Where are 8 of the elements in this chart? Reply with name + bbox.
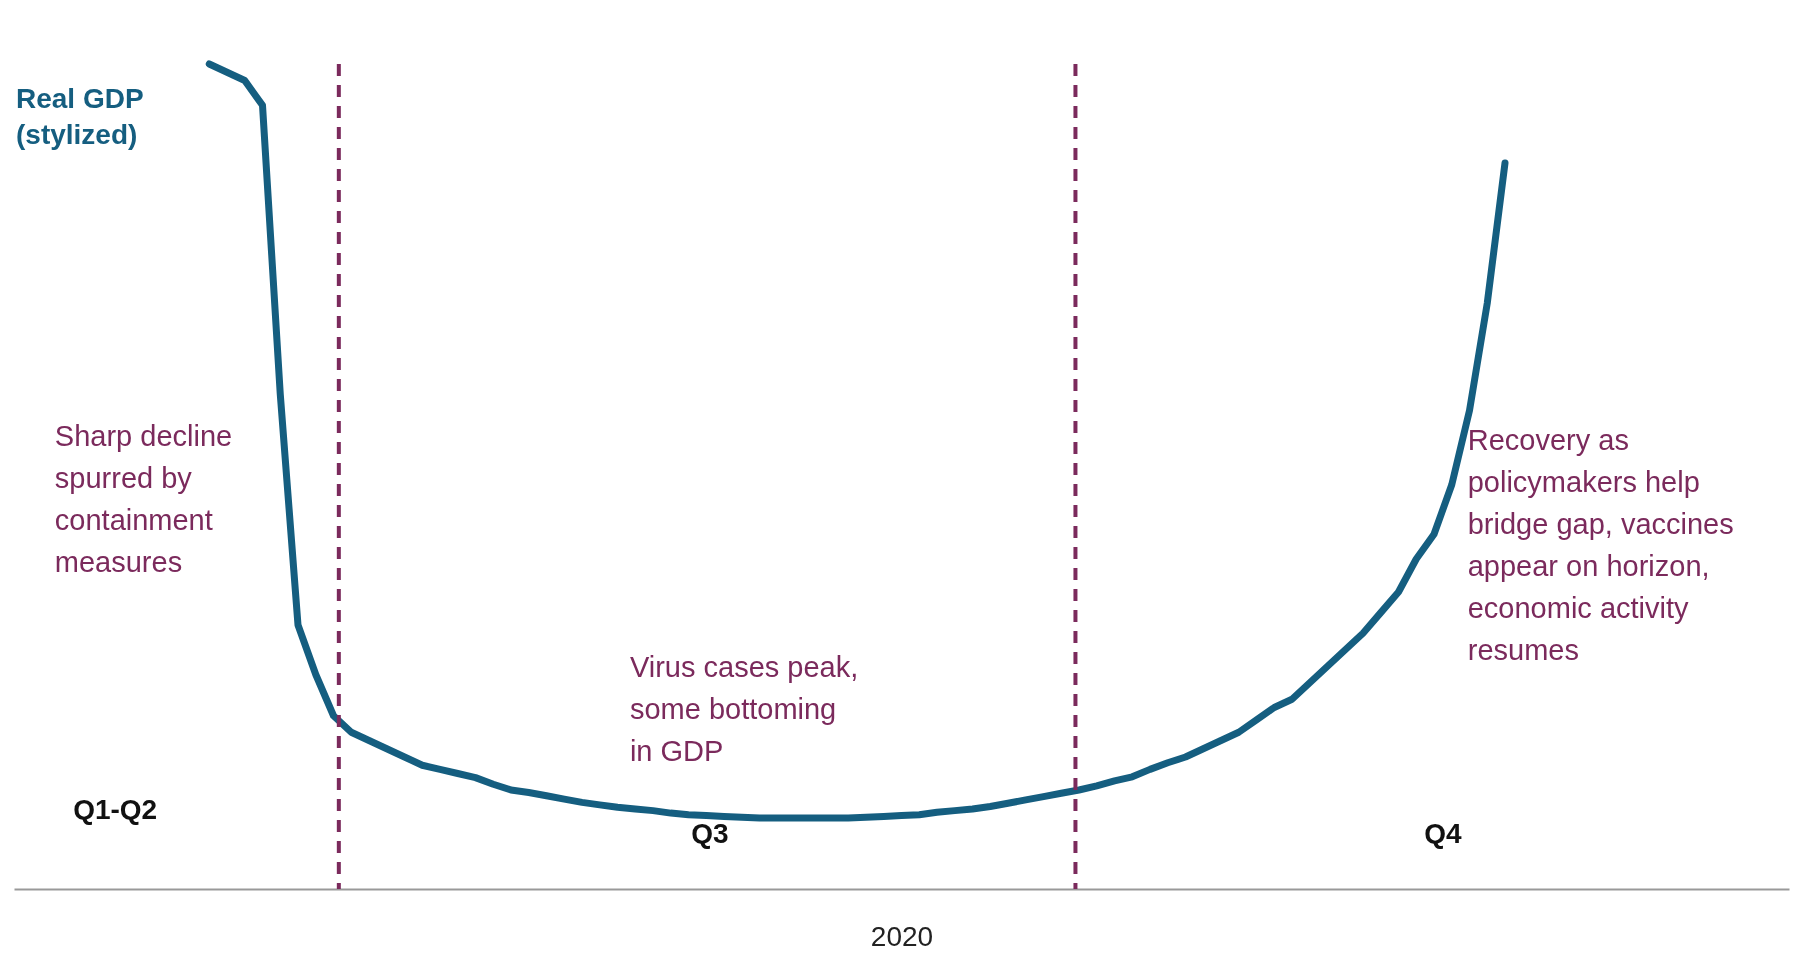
x-axis-title: 2020 bbox=[870, 920, 934, 952]
annotation: Recovery as policymakers help bridge gap, vaccines appear on horizon, economic activity resumes bbox=[1467, 424, 1734, 666]
annotation: Sharp decline spurred by containment measures bbox=[54, 419, 233, 578]
text: Real GDP (stylized) bbox=[16, 83, 144, 150]
annotation: Q3 bbox=[691, 818, 729, 850]
annotation: Q4 bbox=[1424, 818, 1462, 850]
annotation: Q1-Q2 bbox=[73, 793, 158, 825]
annotation: Virus cases peak, some bottoming in GDP bbox=[629, 650, 859, 767]
